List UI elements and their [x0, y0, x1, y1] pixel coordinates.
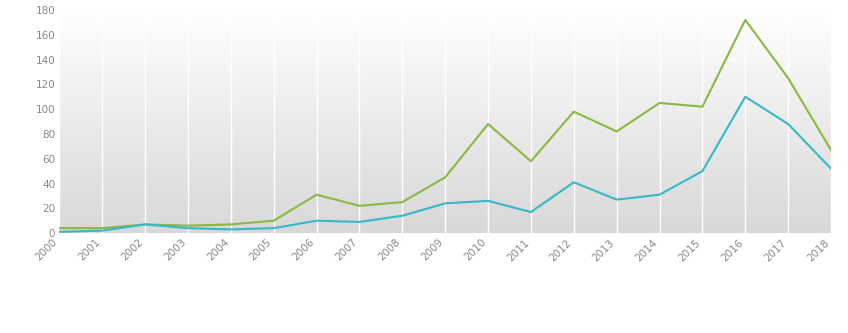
Web of Science: [54, 230, 64, 234]
Web of Science: [269, 226, 279, 230]
Web of Science: [354, 220, 365, 224]
Line: Scopus: Scopus: [59, 20, 831, 228]
Scopus: [783, 76, 793, 80]
Scopus: [526, 159, 536, 163]
Scopus: [98, 226, 108, 230]
Scopus: [226, 222, 236, 226]
Scopus: [655, 101, 665, 105]
Web of Science: [655, 193, 665, 197]
Web of Science: [526, 210, 536, 214]
Scopus: [54, 226, 64, 230]
Web of Science: [697, 169, 707, 173]
Scopus: [311, 193, 321, 197]
Scopus: [611, 130, 622, 134]
Web of Science: [140, 222, 150, 226]
Web of Science: [740, 95, 750, 99]
Scopus: [183, 224, 193, 228]
Scopus: [483, 122, 494, 126]
Scopus: [269, 219, 279, 223]
Web of Science: [783, 122, 793, 126]
Web of Science: [569, 180, 579, 184]
Scopus: [826, 148, 836, 152]
Web of Science: [226, 227, 236, 231]
Scopus: [740, 18, 750, 22]
Scopus: [354, 204, 365, 208]
Scopus: [397, 200, 407, 204]
Web of Science: [440, 201, 450, 205]
Web of Science: [311, 219, 321, 223]
Web of Science: [98, 229, 108, 233]
Scopus: [140, 222, 150, 226]
Web of Science: [183, 226, 193, 230]
Scopus: [440, 175, 450, 179]
Line: Web of Science: Web of Science: [59, 97, 831, 232]
Web of Science: [826, 166, 836, 170]
Web of Science: [611, 197, 622, 201]
Scopus: [697, 105, 707, 109]
Web of Science: [483, 199, 494, 203]
Web of Science: [397, 214, 407, 218]
Scopus: [569, 110, 579, 114]
